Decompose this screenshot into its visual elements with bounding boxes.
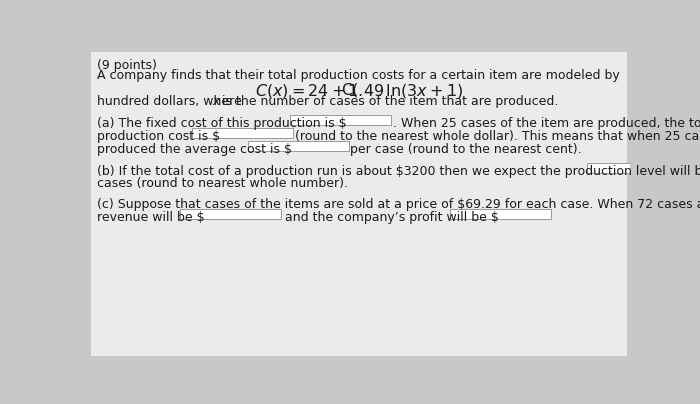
Text: x: x	[212, 95, 220, 108]
Bar	[587, 163, 680, 173]
Text: is the number of cases of the item that are produced.: is the number of cases of the item that …	[218, 95, 558, 108]
Text: (c) Suppose that cases of the items are sold at a price of $69.29 for each case.: (c) Suppose that cases of the items are …	[97, 198, 700, 211]
Text: (round to the nearest whole dollar). This means that when 25 cases are: (round to the nearest whole dollar). Thi…	[295, 130, 700, 143]
Bar	[450, 209, 551, 219]
Text: A company finds that their total production costs for a certain item are modeled: A company finds that their total product…	[97, 69, 620, 82]
Text: and the company’s profit will be $: and the company’s profit will be $	[281, 211, 499, 224]
Text: hundred dollars, where: hundred dollars, where	[97, 95, 246, 108]
Text: C(: C(	[342, 82, 358, 97]
Text: produced the average cost is $: produced the average cost is $	[97, 143, 292, 156]
Bar	[180, 209, 281, 219]
Text: per case (round to the nearest cent).: per case (round to the nearest cent).	[350, 143, 582, 156]
Text: revenue will be $: revenue will be $	[97, 211, 204, 224]
Bar	[193, 128, 293, 138]
Bar	[248, 141, 349, 151]
Text: (9 points): (9 points)	[97, 59, 157, 72]
Text: (b) If the total cost of a production run is about $3200 then we expect the prod: (b) If the total cost of a production ru…	[97, 165, 700, 178]
Text: $C(x) = 24 + 1.49\,\ln(3x + 1)$: $C(x) = 24 + 1.49\,\ln(3x + 1)$	[255, 82, 463, 100]
Bar	[290, 115, 391, 125]
Text: production cost is $: production cost is $	[97, 130, 220, 143]
Text: (a) The fixed cost of this production is $: (a) The fixed cost of this production is…	[97, 117, 346, 130]
Text: . When 25 cases of the item are produced, the total: . When 25 cases of the item are produced…	[393, 117, 700, 130]
Text: cases (round to nearest whole number).: cases (round to nearest whole number).	[97, 177, 348, 190]
